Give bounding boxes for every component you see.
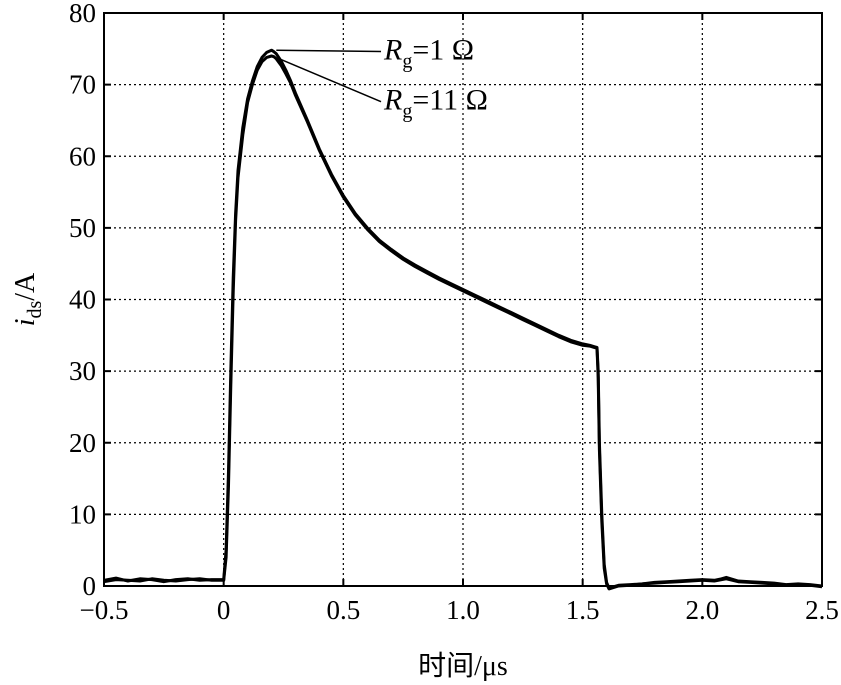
annotation-sub: g [402,101,412,123]
series-lines [103,48,823,591]
x-tick-label: 1.0 [446,595,480,625]
annotation-rest: =11 Ω [412,84,488,117]
x-tick-label: 0 [217,595,231,625]
annotation-sub: g [402,51,412,73]
annotation-label-2: Rg=11 Ω [383,84,488,123]
y-tick-label: 60 [69,141,96,171]
series-line-2 [103,54,823,591]
annotation-label-1: Rg=1 Ω [383,34,474,73]
y-tick-label: 80 [69,0,96,28]
y-tick-label: 30 [69,356,96,386]
annotation-leader-2 [280,58,382,103]
grid-lines [104,13,822,586]
y-tick-label: 50 [69,213,96,243]
y-tick-label: 0 [83,571,97,601]
y-tick-label: 20 [69,428,96,458]
y-axis-label-sub: ds [24,301,46,319]
annotations: Rg=1 ΩRg=11 Ω [276,34,488,123]
y-axis-label: ids/A [10,272,46,326]
annotation-rest: =1 Ω [412,34,474,67]
y-tick-label: 40 [69,285,96,315]
x-tick-label: 0.5 [326,595,360,625]
x-tick-label: 1.5 [566,595,600,625]
annotation-leader-1 [276,49,382,53]
annotation-var: R [383,84,402,117]
y-tick-label: 70 [69,70,96,100]
y-axis-label-var: i [10,319,41,327]
y-axis-label-unit: /A [10,272,41,301]
y-tick-label: 10 [69,499,96,529]
annotation-var: R [383,34,402,67]
x-tick-label: 2.0 [685,595,719,625]
x-axis-label: 时间/μs [418,650,508,682]
x-tick-label: 2.5 [805,595,839,625]
x-tick-label: −0.5 [80,595,129,625]
